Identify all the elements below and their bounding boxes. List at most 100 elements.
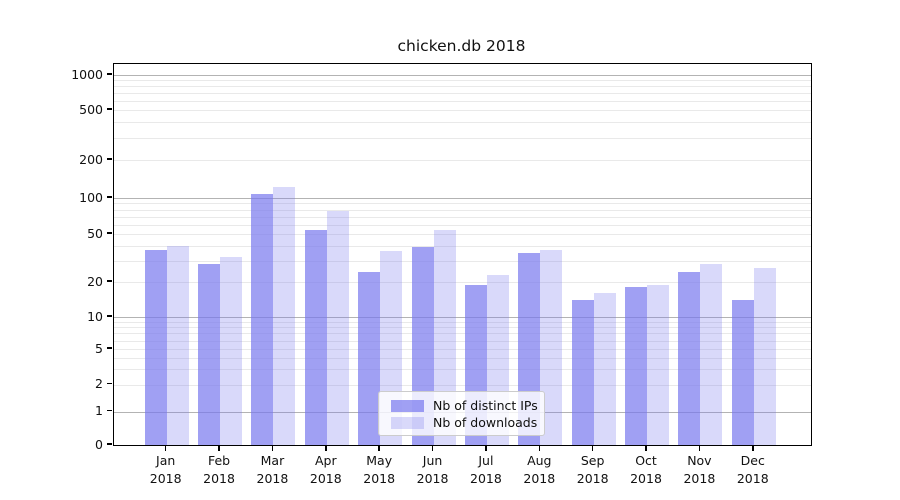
minor-gridline bbox=[114, 340, 811, 342]
y-tick-label: 2 bbox=[95, 376, 103, 391]
x-tick-mark bbox=[431, 445, 434, 451]
y-tick-mark bbox=[106, 382, 112, 385]
y-tick-mark bbox=[106, 108, 112, 110]
minor-gridline bbox=[114, 216, 811, 218]
x-tick-label: Apr 2018 bbox=[309, 453, 342, 486]
minor-gridline bbox=[114, 224, 811, 226]
minor-gridline bbox=[114, 80, 811, 82]
bar-sep-ips bbox=[571, 300, 594, 445]
y-tick-label: 5 bbox=[95, 340, 103, 356]
x-tick-label: Jan 2018 bbox=[149, 453, 182, 486]
y-tick-mark bbox=[106, 443, 112, 445]
bar-apr-ips bbox=[304, 230, 327, 445]
x-tick-mark bbox=[645, 445, 647, 451]
bar-jan-ips bbox=[144, 249, 167, 445]
x-tick-label: May 2018 bbox=[363, 453, 396, 486]
bar-dec-downloads bbox=[753, 268, 776, 445]
x-tick-mark bbox=[164, 445, 167, 451]
y-tick-label: 50 bbox=[87, 225, 103, 241]
bar-sep-downloads bbox=[593, 293, 616, 445]
bar-feb-downloads bbox=[220, 257, 243, 445]
major-gridline bbox=[114, 75, 811, 76]
minor-gridline bbox=[114, 86, 811, 88]
legend: Nb of distinct IPs Nb of downloads bbox=[378, 391, 545, 436]
y-tick-label: 10 bbox=[87, 308, 103, 324]
chart-title: chicken.db 2018 bbox=[397, 37, 526, 55]
y-tick-mark bbox=[106, 280, 112, 282]
y-tick-label: 100 bbox=[79, 189, 103, 205]
bar-jan-downloads bbox=[166, 245, 189, 445]
minor-gridline bbox=[114, 357, 811, 359]
y-tick-mark bbox=[106, 196, 112, 198]
bar-mar-downloads bbox=[273, 187, 296, 445]
major-gridline bbox=[114, 317, 811, 318]
x-tick-label: Aug 2018 bbox=[523, 453, 556, 486]
y-tick-mark bbox=[106, 73, 112, 75]
minor-gridline bbox=[114, 122, 811, 124]
legend-entry: Nb of downloads bbox=[391, 414, 538, 431]
legend-entry: Nb of distinct IPs bbox=[391, 397, 538, 414]
y-tick-label: 1 bbox=[95, 403, 103, 418]
legend-swatch-downloads bbox=[391, 416, 424, 429]
bar-mar-ips bbox=[251, 194, 274, 445]
minor-gridline bbox=[114, 160, 811, 161]
legend-swatch-ips bbox=[391, 399, 424, 412]
bar-apr-downloads bbox=[326, 210, 349, 445]
minor-gridline bbox=[114, 209, 811, 211]
y-tick-label: 500 bbox=[79, 101, 103, 117]
minor-gridline bbox=[114, 100, 811, 102]
bar-may-ips bbox=[358, 272, 381, 445]
legend-label: Nb of downloads bbox=[433, 415, 538, 430]
x-tick-label: Oct 2018 bbox=[630, 453, 662, 486]
minor-gridline bbox=[114, 245, 811, 247]
minor-gridline bbox=[114, 260, 811, 262]
minor-gridline bbox=[114, 93, 811, 94]
minor-gridline bbox=[114, 282, 811, 283]
x-tick-mark bbox=[698, 445, 701, 451]
x-tick-mark bbox=[752, 445, 754, 451]
minor-gridline bbox=[114, 203, 811, 205]
y-tick-label: 200 bbox=[79, 151, 103, 167]
y-tick-mark bbox=[106, 315, 112, 317]
x-tick-mark bbox=[271, 445, 274, 451]
x-tick-mark bbox=[591, 445, 594, 451]
x-tick-label: Sep 2018 bbox=[576, 453, 609, 486]
x-tick-label: Dec 2018 bbox=[736, 453, 769, 486]
bar-oct-ips bbox=[625, 287, 648, 445]
plot-area bbox=[113, 63, 812, 446]
x-tick-mark bbox=[378, 445, 380, 451]
y-tick-label: 0 bbox=[95, 436, 103, 452]
minor-gridline bbox=[114, 349, 811, 350]
x-tick-mark bbox=[325, 445, 327, 451]
minor-gridline bbox=[114, 234, 811, 235]
minor-gridline bbox=[114, 327, 811, 329]
major-gridline bbox=[114, 198, 811, 199]
minor-gridline bbox=[114, 137, 811, 139]
x-tick-mark bbox=[218, 445, 220, 451]
x-tick-mark bbox=[538, 445, 541, 451]
y-tick-label: 20 bbox=[87, 273, 103, 289]
x-tick-label: Jul 2018 bbox=[470, 453, 502, 486]
legend-label: Nb of distinct IPs bbox=[433, 398, 538, 413]
bar-nov-ips bbox=[678, 272, 701, 445]
x-tick-mark bbox=[485, 445, 487, 451]
y-tick-mark bbox=[106, 232, 112, 234]
y-tick-mark bbox=[106, 347, 112, 349]
x-tick-label: Feb 2018 bbox=[203, 453, 235, 486]
x-tick-label: Nov 2018 bbox=[683, 453, 716, 486]
minor-gridline bbox=[114, 333, 811, 335]
x-tick-label: Jun 2018 bbox=[416, 453, 449, 486]
x-tick-label: Mar 2018 bbox=[256, 453, 289, 486]
bar-oct-downloads bbox=[647, 284, 670, 445]
y-tick-label: 1000 bbox=[71, 66, 103, 82]
minor-gridline bbox=[114, 384, 811, 386]
bar-feb-ips bbox=[198, 264, 221, 445]
minor-gridline bbox=[114, 321, 811, 323]
minor-gridline bbox=[114, 368, 811, 370]
bar-aug-downloads bbox=[540, 249, 563, 445]
y-tick-mark bbox=[106, 158, 112, 160]
bar-nov-downloads bbox=[700, 264, 723, 445]
minor-gridline bbox=[114, 110, 811, 111]
bar-dec-ips bbox=[731, 300, 754, 445]
